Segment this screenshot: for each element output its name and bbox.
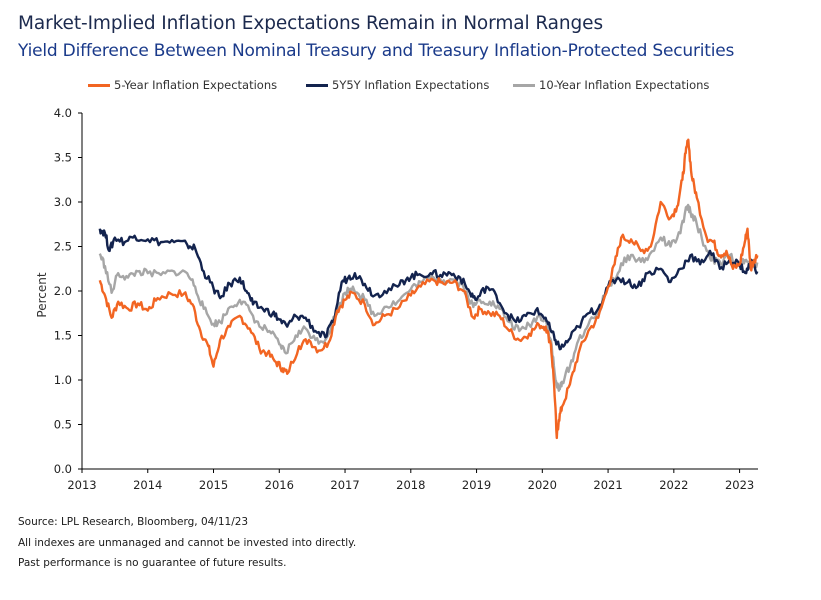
x-tick-label: 2020 xyxy=(528,478,557,492)
legend-item-five-year: 5-Year Inflation Expectations xyxy=(88,78,277,92)
chart-legend: 5-Year Inflation Expectations 5Y5Y Infla… xyxy=(0,78,821,98)
y-tick-label: 1.0 xyxy=(54,373,72,387)
legend-item-ten-year: 10-Year Inflation Expectations xyxy=(513,78,709,92)
y-tick-label: 1.5 xyxy=(54,329,72,343)
y-axis-label: Percent xyxy=(35,272,49,317)
x-tick-label: 2015 xyxy=(199,478,228,492)
x-tick-label: 2014 xyxy=(133,478,162,492)
disclaimer-note: All indexes are unmanaged and cannot be … xyxy=(18,536,357,549)
series-line-five-y-five-y xyxy=(98,228,759,351)
y-tick-label: 0.0 xyxy=(54,462,72,476)
x-tick-label: 2023 xyxy=(725,478,754,492)
x-tick-label: 2013 xyxy=(67,478,96,492)
y-tick-label: 0.5 xyxy=(54,418,72,432)
source-note: Source: LPL Research, Bloomberg, 04/11/2… xyxy=(18,516,249,528)
legend-swatch-five-y-five-y xyxy=(306,83,328,87)
legend-item-five-y-five-y: 5Y5Y Inflation Expectations xyxy=(306,78,489,92)
y-tick-label: 3.0 xyxy=(54,195,72,209)
series-line-five-year xyxy=(98,138,759,440)
legend-swatch-five-year xyxy=(88,83,110,87)
chart-title: Market-Implied Inflation Expectations Re… xyxy=(18,13,603,34)
y-tick-label: 2.0 xyxy=(54,284,72,298)
axes-layer: 0.0 0.5 1.0 1.5 2.0 2.5 3.0 3.5 4.0 2013 2014 2015 2… xyxy=(35,106,758,492)
x-tick-label: 2016 xyxy=(265,478,294,492)
x-tick-label: 2017 xyxy=(330,478,359,492)
x-tick-label: 2019 xyxy=(462,478,491,492)
legend-swatch-ten-year xyxy=(513,83,535,87)
chart-notes: Source: LPL Research, Bloomberg, 04/11/2… xyxy=(18,512,356,574)
x-tick-label: 2018 xyxy=(396,478,425,492)
y-tick-label: 2.5 xyxy=(54,240,72,254)
series-line-ten-year xyxy=(98,203,759,392)
x-tick-label: 2021 xyxy=(593,478,622,492)
chart-subtitle: Yield Difference Between Nominal Treasur… xyxy=(18,41,735,61)
y-tick-label: 3.5 xyxy=(54,151,72,165)
legend-label-five-y-five-y: 5Y5Y Inflation Expectations xyxy=(332,78,490,92)
performance-note: Past performance is no guarantee of futu… xyxy=(18,557,287,569)
y-tick-label: 4.0 xyxy=(54,106,72,120)
legend-label-five-year: 5-Year Inflation Expectations xyxy=(114,78,278,92)
series-layer xyxy=(98,138,759,440)
legend-label-ten-year: 10-Year Inflation Expectations xyxy=(539,78,710,92)
x-tick-label: 2022 xyxy=(659,478,688,492)
